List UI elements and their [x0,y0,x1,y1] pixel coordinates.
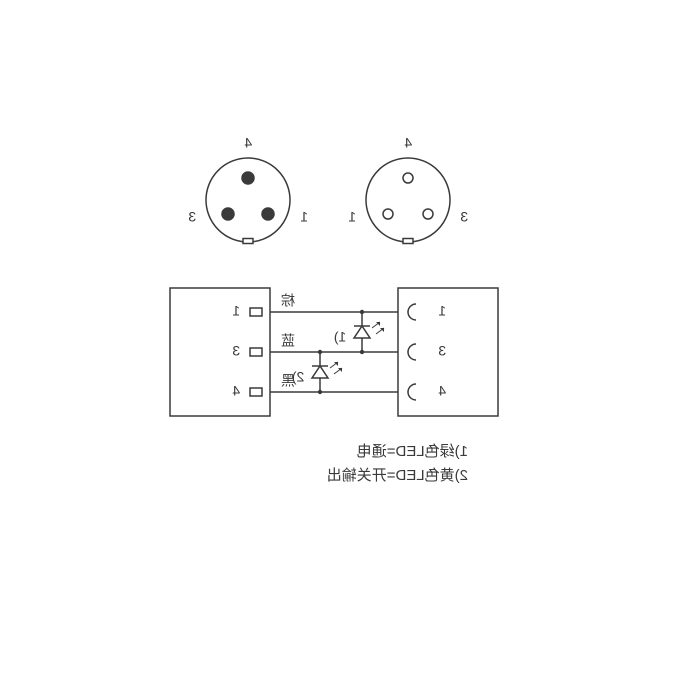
connector-male-pin-3 [423,209,433,219]
led-1-label: 1) [334,329,346,345]
right-pin-label-1: 1 [438,303,446,319]
left-pin-label-3: 3 [232,343,240,359]
terminal-block-left [170,288,270,416]
right-pin-label-4: 4 [438,383,446,399]
terminal-block-right [398,288,498,416]
connector-female-pin-3 [222,208,234,220]
led-2-diode [312,366,328,378]
left-pin-label-1: 1 [232,303,240,319]
left-pin-4 [250,388,262,396]
connector-female-key [243,239,253,244]
connector-female-pin-label-4: 4 [244,135,252,151]
legend-line-1: 1)绿色LED=通电 [357,443,468,460]
left-pin-1 [250,308,262,316]
connector-male-pin-1 [383,209,393,219]
left-pin-label-4: 4 [232,383,240,399]
connector-female-pin-label-1: 1 [300,209,308,225]
led-2-label: 2) [292,369,304,385]
led-1-diode [354,326,370,338]
connector-male [366,158,450,242]
right-pin-1 [408,304,416,320]
connector-male-pin-label-1: 1 [348,209,356,225]
connector-male-pin-4 [403,173,413,183]
legend-line-2: 2)黄色LED=开关输出 [327,467,468,484]
connector-male-pin-label-4: 4 [404,135,412,151]
connector-male-key [403,239,413,244]
left-pin-3 [250,348,262,356]
connector-female [206,158,290,242]
right-pin-4 [408,384,416,400]
wire-color-1: 棕 [281,293,295,309]
connector-female-pin-1 [262,208,274,220]
connector-male-pin-label-3: 3 [460,209,468,225]
right-pin-3 [408,344,416,360]
wire-color-3: 蓝 [281,333,295,349]
connector-female-pin-label-3: 3 [188,209,196,225]
right-pin-label-3: 3 [438,343,446,359]
wiring-diagram: 43141311棕33蓝44黑1)2)1)绿色LED=通电2)黄色LED=开关输… [0,0,700,700]
connector-female-pin-4 [242,172,254,184]
